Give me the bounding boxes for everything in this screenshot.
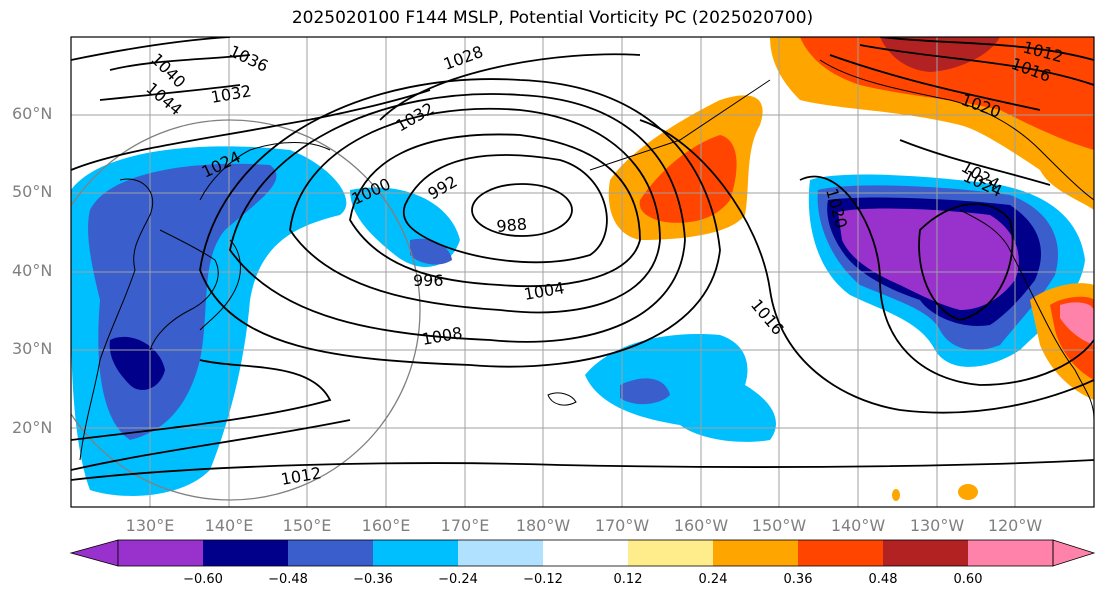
contour-label: 1004 (522, 278, 565, 304)
lon-label: 150°W (751, 516, 807, 535)
contour-label: 1008 (420, 323, 463, 349)
pv-central-outer (585, 334, 776, 442)
lon-label: 170°E (440, 516, 490, 535)
colorbar-bin (458, 540, 543, 566)
colorbar-outline (117, 539, 1054, 567)
isobar-1036 (71, 37, 231, 61)
contour-label: 1028 (441, 42, 486, 74)
coastlines (79, 59, 1094, 461)
isobar-north-1012 (879, 37, 1094, 61)
colorbar-bin (543, 540, 628, 566)
isobar-996 (349, 133, 641, 288)
isobar-1028 (379, 53, 641, 121)
colorbar-tick: −0.24 (438, 572, 478, 587)
lon-label: 120°W (987, 516, 1043, 535)
lat-label: 20°N (12, 418, 53, 437)
colorbar-bin (288, 540, 373, 566)
colorbar-tick: −0.48 (268, 572, 308, 587)
pv-alaska-red (639, 135, 737, 223)
lon-label: 180°W (515, 516, 571, 535)
colorbar-bin (118, 540, 203, 566)
isobar-1016-b (71, 419, 351, 471)
colorbar-tick: 0.48 (868, 572, 898, 587)
isobar-1020 (799, 175, 1094, 386)
colorbar-bin (628, 540, 713, 566)
lon-label: 150°E (282, 516, 332, 535)
pv-north-red (800, 37, 1094, 150)
lon-label: 160°E (361, 516, 411, 535)
map-frame (70, 36, 1095, 508)
lon-label: 170°W (594, 516, 650, 535)
isobar-1032 (71, 89, 431, 171)
pv-shading (71, 37, 1094, 501)
colorbar-tick: −0.12 (523, 572, 563, 587)
colorbar-bin (203, 540, 288, 566)
colorbar-tick: 0.24 (698, 572, 728, 587)
lat-label: 60°N (12, 104, 53, 123)
isobar-north-1016 (859, 44, 1094, 86)
pv-central-inner (620, 378, 670, 405)
colorbar-bin (713, 540, 798, 566)
colorbar-extend-high (1052, 539, 1096, 567)
isobar-1012-b (71, 359, 332, 441)
isobar-north-1020 (829, 54, 1041, 111)
isobar-992 (402, 154, 608, 264)
lat-label: 30°N (12, 339, 53, 358)
contour-label: 1032 (209, 81, 252, 107)
contour-label: 996 (413, 271, 444, 290)
lon-label: 160°W (673, 516, 729, 535)
colorbar-extend-low (69, 539, 119, 567)
colorbar-bin (968, 540, 1053, 566)
lon-label: 140°E (204, 516, 254, 535)
colorbar-tick: 0.60 (953, 572, 983, 587)
pv-east-core (838, 208, 1019, 310)
colorbar-bin (883, 540, 968, 566)
graticule (71, 37, 1094, 507)
isobar-1016 (639, 119, 1094, 414)
isobar-1040 (109, 54, 251, 71)
colorbar (69, 539, 1096, 567)
lon-label: 140°W (830, 516, 886, 535)
colorbar-tick: −0.36 (353, 572, 393, 587)
colorbar-tick: −0.60 (183, 572, 223, 587)
lat-label: 40°N (12, 261, 53, 280)
pv-coast-pink (1060, 302, 1094, 345)
lon-label: 130°W (909, 516, 965, 535)
pv-spot-2 (892, 489, 900, 501)
contour-label: 1036 (226, 41, 271, 75)
lat-label: 50°N (12, 182, 53, 201)
isobar-north-1024 (899, 139, 1051, 186)
isobar-1024 (918, 203, 1014, 321)
isobar-1012 (71, 459, 1094, 481)
isobar-1008 (199, 78, 721, 368)
contour-label: 1016 (747, 295, 788, 338)
lon-label: 130°E (125, 516, 175, 535)
contour-label: 992 (425, 172, 461, 204)
pv-spot-1 (958, 484, 978, 500)
isobar-988 (471, 183, 573, 237)
colorbar-tick: 0.12 (613, 572, 643, 587)
colorbar-tick: 0.36 (783, 572, 813, 587)
contour-label: 988 (496, 214, 528, 236)
isobar-1044 (99, 84, 241, 101)
map-title: 2025020100 F144 MSLP, Potential Vorticit… (291, 8, 814, 28)
isobars (71, 37, 1094, 481)
pv-north-darkred (880, 37, 1000, 72)
colorbar-bin (798, 540, 883, 566)
colorbar-bin (373, 540, 458, 566)
isobar-1000 (289, 107, 661, 314)
contour-label: 1012 (279, 463, 322, 489)
isobar-1004 (229, 93, 686, 343)
reference-circle (71, 119, 421, 501)
